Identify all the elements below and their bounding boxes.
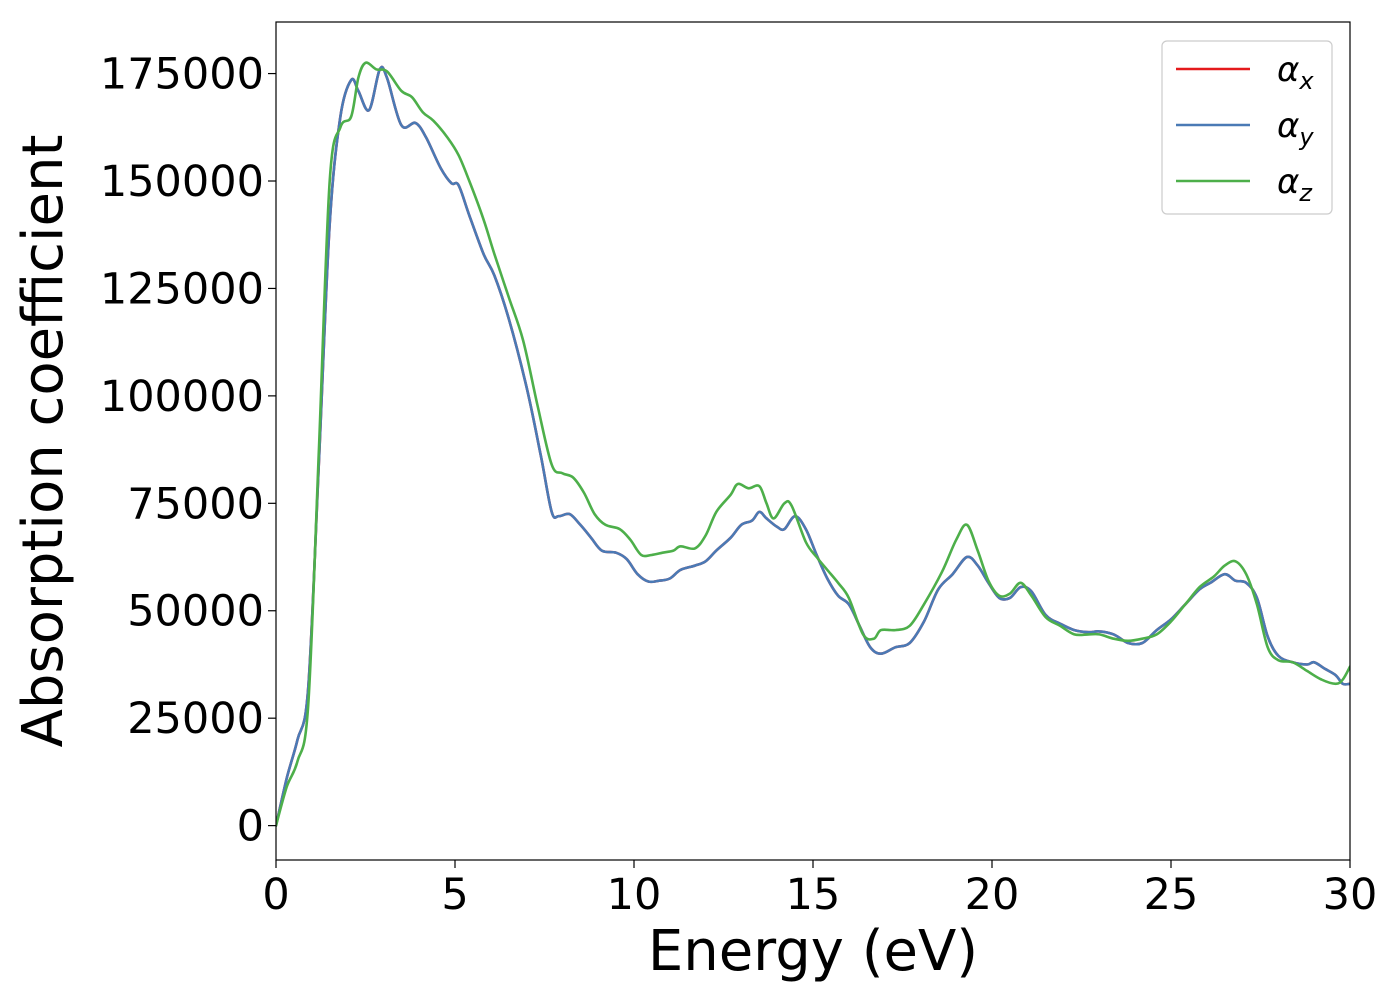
y-tick-label: 150000 bbox=[100, 157, 264, 207]
legend-label-y: αy bbox=[1277, 106, 1314, 151]
x-tick-label: 30 bbox=[1323, 870, 1378, 920]
series-layer bbox=[276, 61, 1350, 827]
x-tick-label: 20 bbox=[965, 870, 1020, 920]
x-tick-label: 5 bbox=[441, 870, 468, 920]
y-tick-label: 25000 bbox=[127, 694, 264, 744]
y-tick-label: 125000 bbox=[100, 264, 264, 314]
legend-label-base: α bbox=[1277, 162, 1299, 202]
x-axis: 0 5 10 15 20 25 30 bbox=[262, 860, 1377, 920]
x-tick-label: 25 bbox=[1144, 870, 1199, 920]
legend-box bbox=[1161, 40, 1333, 215]
x-tick-label: 10 bbox=[607, 870, 662, 920]
y-tick-label: 50000 bbox=[127, 587, 264, 637]
legend-label-z: αz bbox=[1277, 162, 1313, 207]
legend-label-x: αx bbox=[1277, 50, 1314, 95]
legend-label-subscript: y bbox=[1298, 123, 1314, 151]
y-axis-label: Absorption coefficient bbox=[11, 135, 76, 748]
x-tick-label: 15 bbox=[786, 870, 841, 920]
y-tick-label: 75000 bbox=[127, 479, 264, 529]
y-tick-label: 175000 bbox=[100, 50, 264, 100]
x-tick-label: 0 bbox=[262, 870, 289, 920]
series-line-z bbox=[276, 61, 1350, 827]
y-axis: 0 25000 50000 75000 100000 125000 150000 175000 bbox=[100, 50, 276, 852]
legend-label-subscript: x bbox=[1298, 67, 1314, 95]
y-tick-label: 0 bbox=[237, 802, 264, 852]
x-axis-label: Energy (eV) bbox=[648, 919, 978, 984]
y-tick-label: 100000 bbox=[100, 372, 264, 422]
series-line-y bbox=[276, 65, 1350, 827]
legend-label-base: α bbox=[1277, 106, 1299, 146]
legend-label-subscript: z bbox=[1298, 179, 1313, 207]
legend-label-base: α bbox=[1277, 50, 1299, 90]
